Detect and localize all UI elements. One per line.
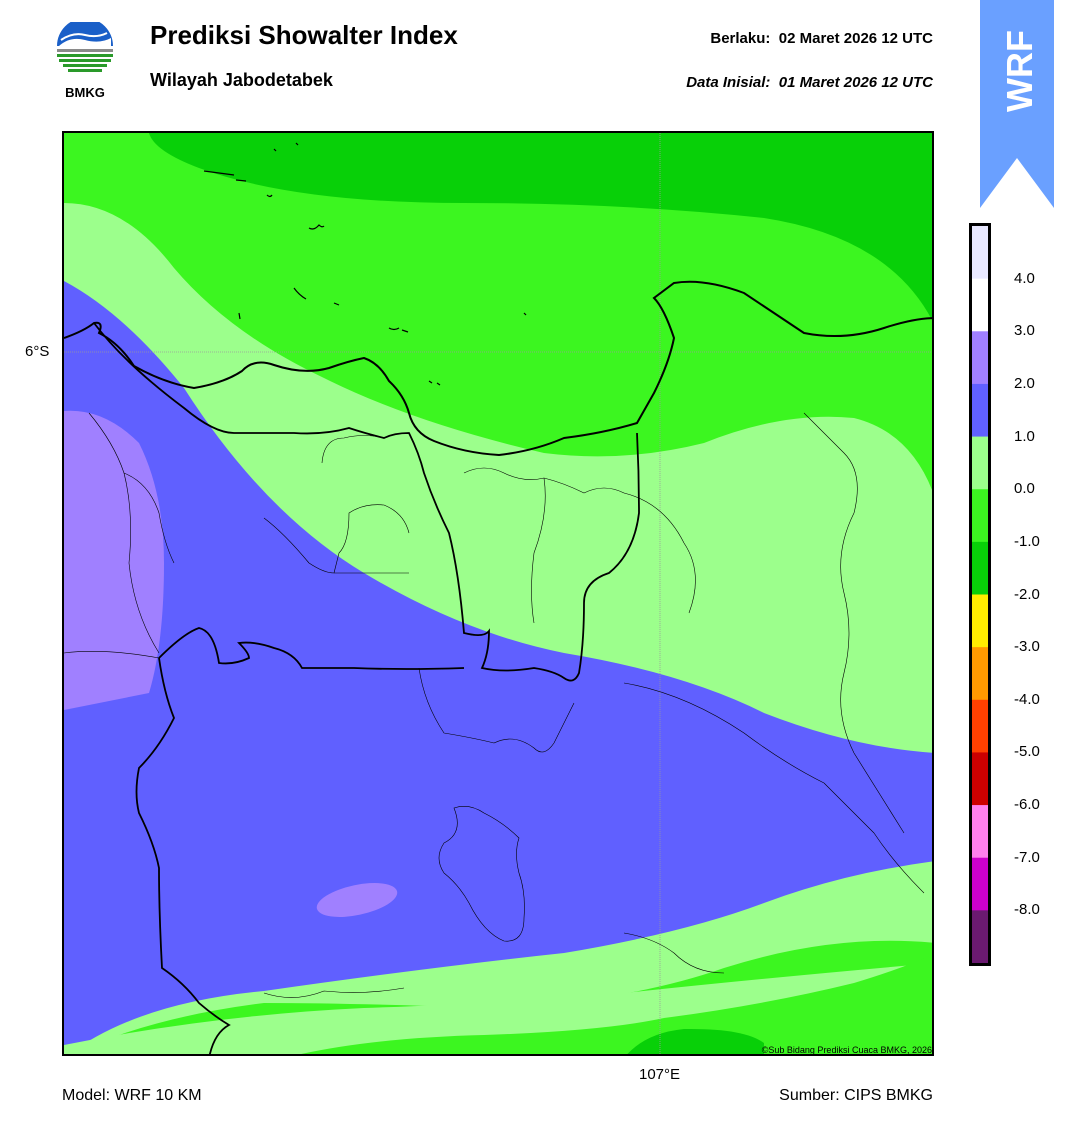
contour-fill-blue [64, 281, 932, 1054]
init-time: Data Inisial: 01 Maret 2026 12 UTC [686, 74, 933, 91]
colorbar-swatch [971, 752, 989, 806]
colorbar-tick-label: 3.0 [1014, 322, 1035, 340]
copyright-text: ©Sub Bidang Prediksi Cuaca BMKG, 2026 [762, 1045, 932, 1055]
init-value: 01 Maret 2026 12 UTC [778, 74, 933, 91]
colorbar-tick-label: -2.0 [1014, 585, 1040, 603]
wrf-badge-text: WRF [999, 30, 1040, 112]
latitude-label: 6°S [25, 343, 50, 360]
longitude-label: 107°E [639, 1066, 681, 1083]
colorbar-swatch [971, 436, 989, 490]
colorbar-tick-label: -8.0 [1014, 901, 1040, 919]
colorbar-tick-label: 4.0 [1014, 269, 1035, 287]
bmkg-logo [55, 18, 115, 84]
colorbar-swatch [971, 331, 989, 385]
contour-fill-purple-west [64, 410, 164, 710]
valid-value: 02 Maret 2026 12 UTC [778, 30, 933, 47]
chart-title: Prediksi Showalter Index [150, 20, 458, 50]
colorbar-swatch [971, 910, 989, 964]
colorbar-swatch [971, 541, 989, 595]
contour-fill-darkgreen-north [149, 133, 932, 321]
valid-label: Berlaku: [710, 30, 771, 47]
contour-fill-green-south [301, 954, 932, 1054]
source-label: Sumber: CIPS BMKG [779, 1087, 933, 1104]
colorbar-tick-label: 0.0 [1014, 480, 1035, 498]
colorbar-tick-label: 2.0 [1014, 374, 1035, 392]
model-label: Model: WRF 10 KM [62, 1087, 202, 1104]
province-boundary-south [158, 627, 465, 670]
colorbar-swatch [971, 647, 989, 701]
colorbar-tick-label: -7.0 [1014, 848, 1040, 866]
colorbar-tick-label: -4.0 [1014, 690, 1040, 708]
wrf-badge: WRF [980, 0, 1054, 210]
colorbar-swatch [971, 805, 989, 859]
colorbar-swatch [971, 383, 989, 438]
colorbar-swatch [971, 699, 989, 753]
thousand-islands [203, 142, 527, 386]
contour-fill-darkgreen-south [627, 1028, 764, 1054]
colorbar-tick-label: 1.0 [1014, 427, 1035, 445]
map-svg: ©Sub Bidang Prediksi Cuaca BMKG, 2026 [64, 133, 932, 1055]
colorbar [969, 223, 991, 966]
logo-text: BMKG [65, 85, 105, 100]
colorbar-tick-label: -1.0 [1014, 532, 1040, 550]
coastline-java-north [64, 280, 932, 457]
map-panel: ©Sub Bidang Prediksi Cuaca BMKG, 2026 [62, 131, 934, 1056]
colorbar-tick-label: -5.0 [1014, 743, 1040, 761]
contour-fill-purple-south [316, 883, 398, 917]
init-label: Data Inisial: [686, 74, 771, 91]
colorbar-swatch [971, 594, 989, 648]
colorbar-swatch [971, 489, 989, 543]
colorbar-tick-label: -3.0 [1014, 638, 1040, 656]
chart-subtitle: Wilayah Jabodetabek [150, 70, 333, 90]
colorbar-svg [969, 223, 991, 966]
province-boundary-banten-jakarta [93, 322, 640, 682]
colorbar-swatch [971, 226, 989, 280]
colorbar-swatch [971, 278, 989, 332]
province-boundary-west [135, 657, 231, 1054]
colorbar-tick-label: -6.0 [1014, 796, 1040, 814]
valid-time: Berlaku: 02 Maret 2026 12 UTC [710, 30, 933, 47]
district-boundaries [64, 412, 925, 998]
colorbar-swatch [971, 857, 989, 911]
